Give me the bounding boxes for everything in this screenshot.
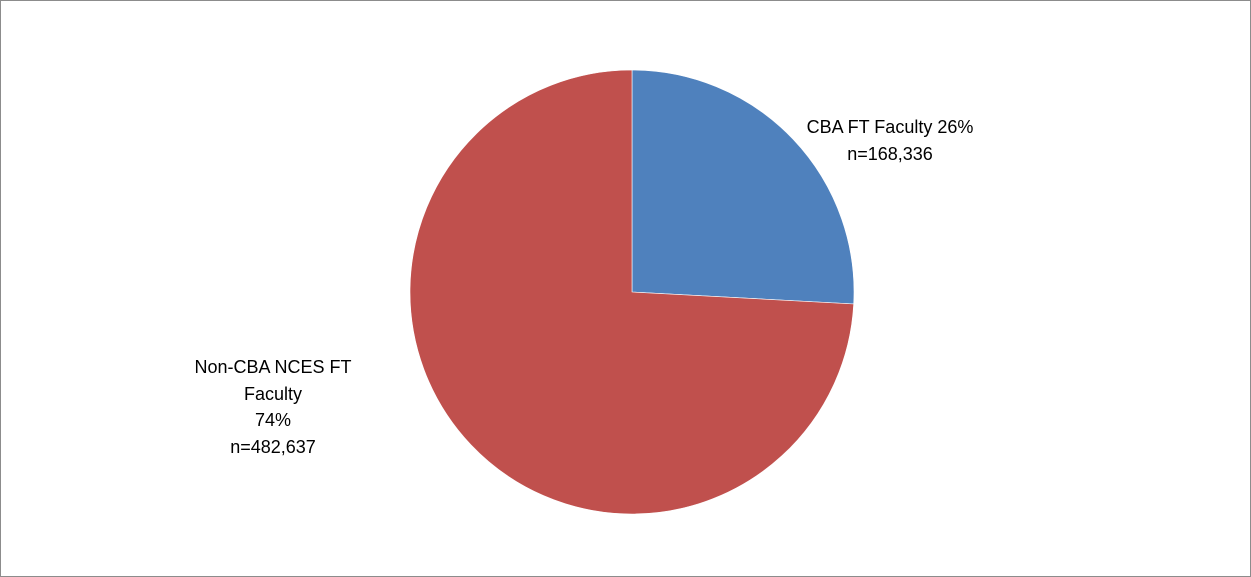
percent-label: 74% bbox=[254, 410, 292, 430]
category-label: CBA FT Faculty bbox=[806, 117, 933, 137]
slice-label: CBA FT Faculty 26% n=168,336 bbox=[790, 114, 990, 167]
count-label: n=482,637 bbox=[230, 436, 316, 457]
slice-label: Non-CBA NCES FT Faculty 74% n=482,637 bbox=[178, 354, 368, 460]
percent-label: 26% bbox=[937, 117, 974, 137]
count-label: n=168,336 bbox=[847, 143, 933, 164]
category-label: Non-CBA NCES FT Faculty bbox=[194, 357, 352, 404]
pie-slice bbox=[631, 69, 855, 305]
pie-slice bbox=[409, 69, 854, 515]
